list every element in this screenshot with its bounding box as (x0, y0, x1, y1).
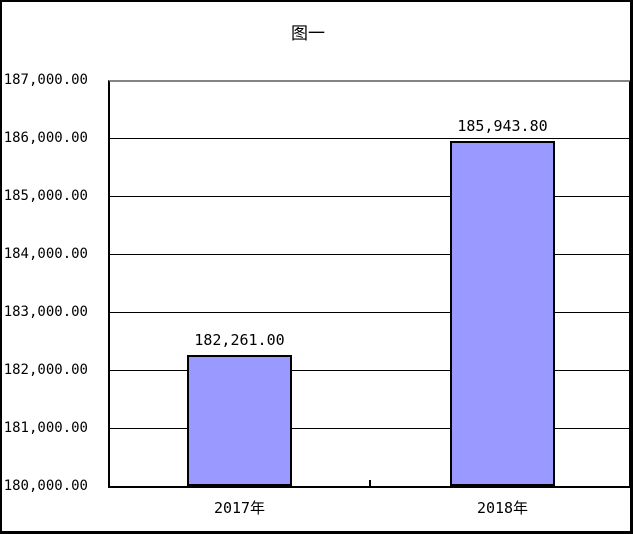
y-axis-tick-label: 183,000.00 (3, 304, 88, 320)
y-axis-tick-label: 187,000.00 (3, 72, 88, 88)
x-axis-tick (368, 480, 371, 486)
plot-area (108, 80, 630, 488)
gridline (110, 428, 629, 429)
chart-title: 图一 (291, 24, 325, 44)
gridline (110, 138, 629, 139)
x-axis-category-label: 2018年 (476, 499, 529, 517)
bar-2017年 (187, 355, 292, 486)
x-axis-category-label: 2017年 (213, 499, 266, 517)
gridline (110, 312, 629, 313)
gridline (110, 254, 629, 255)
y-axis-tick-label: 182,000.00 (3, 362, 88, 378)
bar-2018年 (450, 141, 555, 486)
bar-value-label: 185,943.80 (457, 117, 548, 135)
y-axis-tick-label: 185,000.00 (3, 188, 88, 204)
gridline (110, 370, 629, 371)
gridline (110, 196, 629, 197)
y-axis-tick-label: 186,000.00 (3, 130, 88, 146)
y-axis-tick-label: 184,000.00 (3, 246, 88, 262)
bar-value-label: 182,261.00 (194, 331, 285, 349)
y-axis-tick-label: 181,000.00 (3, 420, 88, 436)
y-axis-tick-label: 180,000.00 (3, 478, 88, 494)
